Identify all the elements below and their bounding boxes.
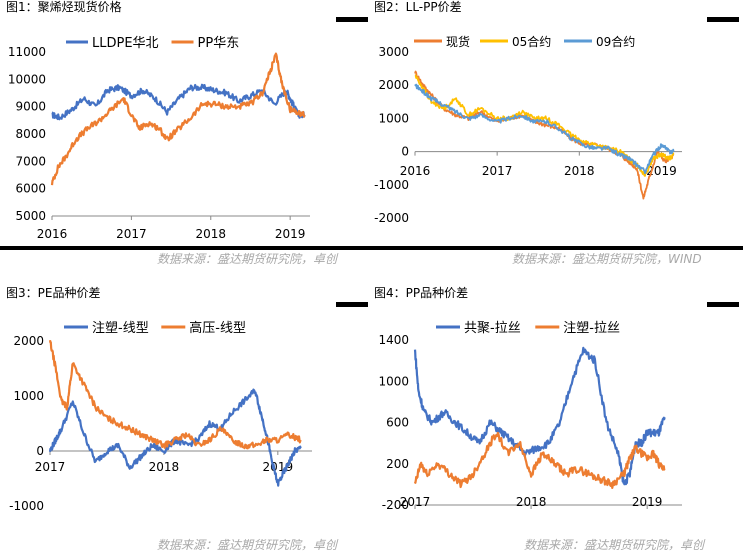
title-accent-bar [336,302,368,307]
x-tick-label: 2017 [116,227,147,241]
x-tick-label: 2017 [35,460,66,474]
y-tick-label: 10000 [8,72,46,86]
chart-panel-2: 图2：LL-PP价差 -2000 -1000 0 1000 2000 3000 2016 20… [372,0,743,268]
y-tick-label: 11000 [8,45,46,59]
title-accent-bar [336,17,368,22]
series-line [414,83,675,175]
legend-label: 注塑-线型 [92,321,149,336]
price-chart: 5000 6000 7000 8000 9000 10000 11000 2016 2017 20… [8,36,310,241]
legend-label: 注塑-拉丝 [563,321,620,336]
legend-label: 05合约 [512,34,551,49]
y-tick-label: 9000 [15,100,46,114]
y-tick-label: -200 [382,498,409,512]
chart-title: 图2：LL-PP价差 [374,0,462,14]
y-tick-label: 2000 [13,334,44,348]
chart-panel-1: 图1：聚烯烃现货价格 5000 6000 7000 8000 9000 10000 1100… [0,0,372,268]
y-tick-label: 0 [36,444,44,458]
title-accent-bar [707,17,739,22]
legend-label: 共聚-拉丝 [464,321,521,336]
series-line [414,70,675,200]
y-tick-label: -2000 [374,211,409,225]
series-line [413,431,666,489]
legend-label: LLDPE华北 [92,36,159,51]
spread-chart: -2000 -1000 0 1000 2000 3000 2016 2017 2018 2019 现… [374,34,682,225]
series-line [48,340,302,450]
x-tick-label: 2019 [275,227,306,241]
series-line [51,83,306,121]
source-note: 数据来源：盛达期货研究院，WIND [512,252,702,266]
y-tick-label: 5000 [15,209,46,223]
source-note: 数据来源：盛达期货研究院，卓创 [157,538,338,552]
x-tick-label: 2018 [149,460,180,474]
x-tick-label: 2016 [400,164,431,178]
chart-title: 图3：PE品种价差 [6,286,101,300]
legend-label: PP华东 [198,36,240,51]
source-note: 数据来源：盛达期货研究院，卓创 [524,538,705,552]
y-tick-label: 200 [386,457,409,471]
x-tick-label: 2016 [37,227,68,241]
divider [372,246,743,250]
series-line [414,74,675,177]
y-tick-label: 7000 [15,154,46,168]
chart-panel-4: 图4：PP品种价差 -200 200 600 1000 1400 2017 2018 2019… [372,280,743,552]
y-tick-label: -1000 [374,178,409,192]
x-tick-label: 2018 [516,495,547,509]
y-tick-label: 1000 [378,374,409,388]
y-tick-label: 600 [386,416,409,430]
chart-title: 图4：PP品种价差 [374,286,469,300]
x-tick-label: 2017 [400,495,431,509]
pp-spread-chart: -200 200 600 1000 1400 2017 2018 2019 共聚-拉丝 注塑-拉丝 [378,321,682,512]
x-tick-label: 2019 [646,164,677,178]
x-tick-label: 2017 [482,164,513,178]
y-tick-label: 1000 [13,389,44,403]
series-line [413,346,666,486]
source-note: 数据来源：盛达期货研究院，卓创 [157,252,338,266]
legend-label: 09合约 [596,34,635,49]
x-tick-label: 2018 [195,227,226,241]
legend-label: 现货 [446,34,470,49]
series-line [48,388,302,487]
y-tick-label: 3000 [378,45,409,59]
y-tick-label: 2000 [378,78,409,92]
y-tick-label: -1000 [9,499,44,513]
chart-title: 图1：聚烯烃现货价格 [6,0,122,14]
title-accent-bar [707,302,739,307]
chart-panel-3: 图3：PE品种价差 -1000 0 1000 2000 2017 2018 2019 注塑-线… [0,280,372,552]
series-line [50,52,306,186]
divider [0,246,372,250]
x-tick-label: 2019 [632,495,663,509]
y-tick-label: 6000 [15,182,46,196]
x-tick-label: 2018 [564,164,595,178]
legend-label: 高压-线型 [189,320,246,336]
y-tick-label: 1400 [378,333,409,347]
y-tick-label: 1000 [378,111,409,125]
y-tick-label: 8000 [15,127,46,141]
y-tick-label: 0 [401,145,409,159]
